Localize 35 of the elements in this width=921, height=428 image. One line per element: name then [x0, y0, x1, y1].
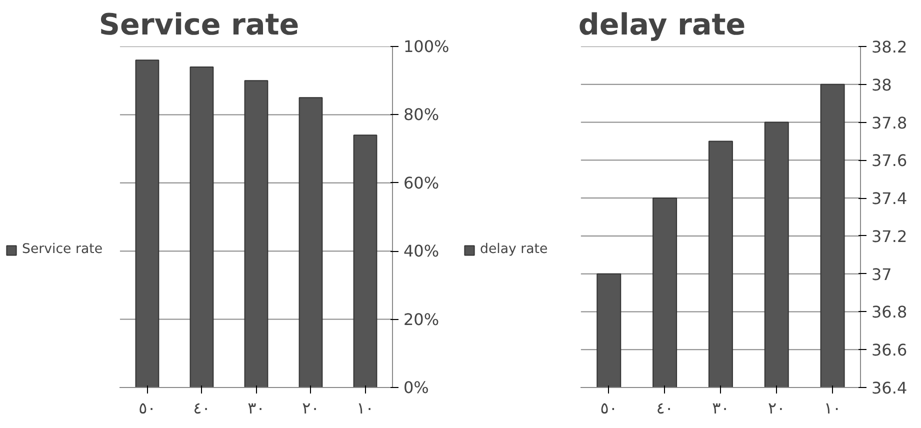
y-tick-label: 20%	[404, 310, 440, 329]
y-tick-label: 37.2	[872, 226, 908, 246]
y-tick-label: 38.2	[872, 38, 908, 56]
bar	[298, 97, 323, 388]
y-tick-label: 36.6	[872, 340, 908, 360]
x-tick-label: ١٠	[824, 398, 842, 418]
legend-label: Service rate	[22, 242, 103, 257]
bar	[244, 80, 268, 388]
y-tick-label: 37.4	[872, 189, 908, 208]
y-tick-label: 36.4	[872, 378, 908, 398]
bar	[190, 66, 214, 388]
x-tick-label: ٣٠	[712, 398, 730, 418]
x-tick-label: ٢٠	[768, 398, 786, 418]
chart-title: Service rate	[98, 8, 300, 42]
y-tick-label: 37.8	[872, 113, 908, 132]
x-tick-label: ٢٠	[302, 398, 320, 418]
y-tick-label: 60%	[404, 173, 440, 192]
chart-title: delay rate	[578, 8, 746, 42]
bar	[135, 60, 160, 388]
x-tick-label: ٤٠	[193, 398, 210, 418]
x-tick-label: ٥٠	[600, 398, 618, 418]
legend-label: delay rate	[480, 242, 548, 257]
x-tick-label: ١٠	[356, 398, 374, 418]
x-tick-label: ٤٠	[656, 398, 674, 418]
y-tick-label: 100%	[404, 37, 450, 56]
x-tick-label: ٥٠	[138, 398, 156, 418]
y-tick-label: 38	[872, 75, 892, 94]
y-tick-label: 0%	[404, 378, 429, 397]
y-tick-label: 36.8	[872, 302, 908, 322]
y-tick-label: 40%	[404, 242, 440, 261]
bar	[353, 134, 378, 388]
x-tick-label: ٣٠	[248, 398, 265, 418]
y-tick-label: 37	[872, 264, 892, 284]
y-tick-label: 80%	[404, 105, 440, 124]
y-tick-label: 37.6	[872, 151, 908, 170]
